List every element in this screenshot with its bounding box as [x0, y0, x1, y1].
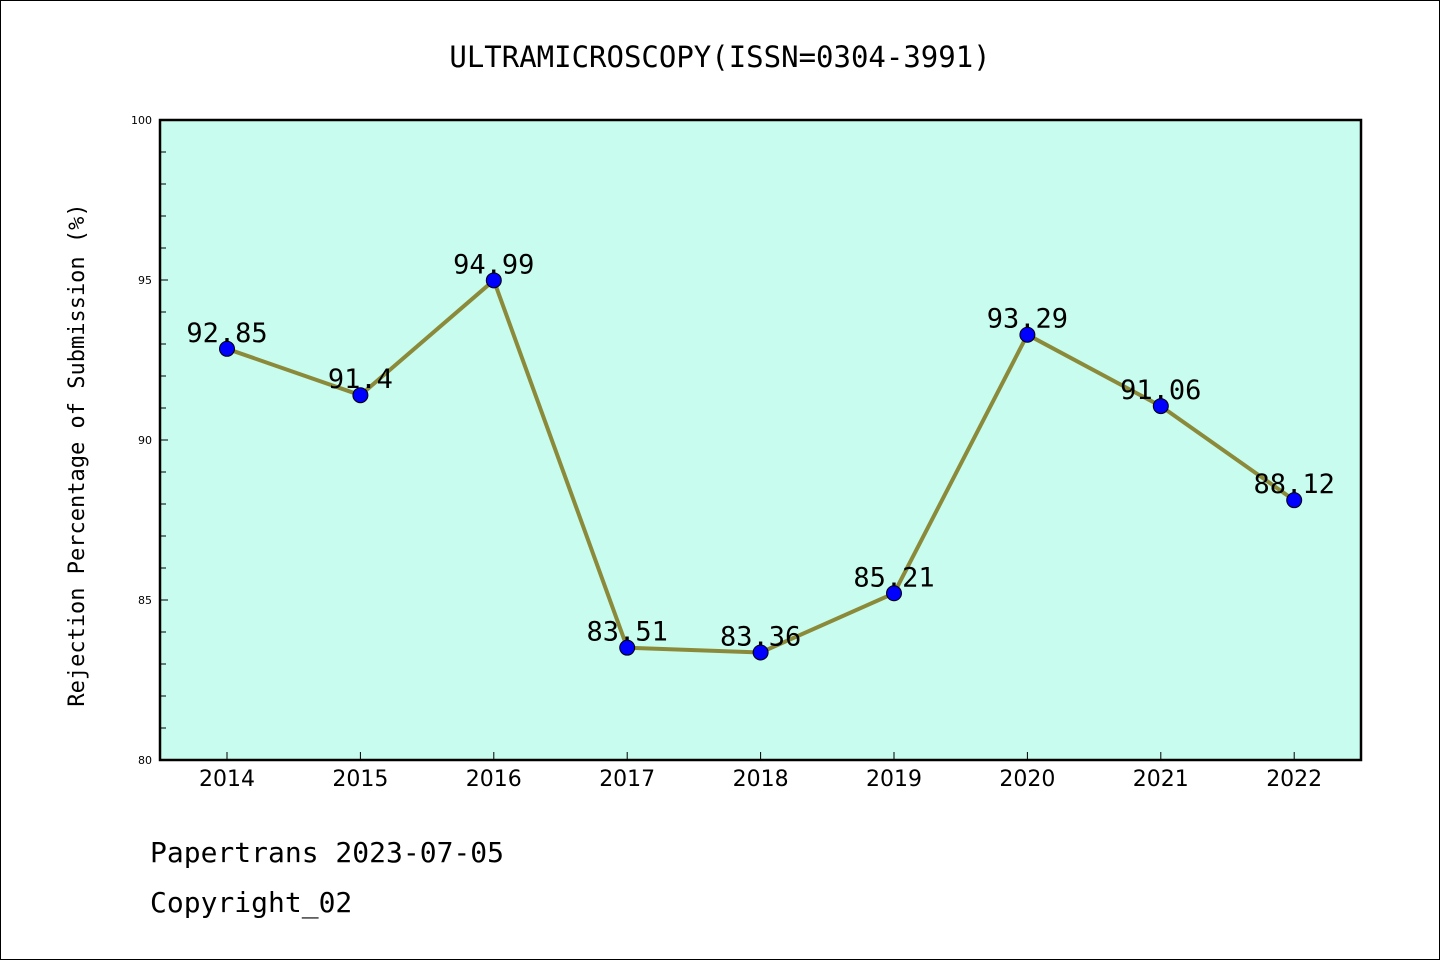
- data-labels: 92.85 91.4 94.99 83.51 83.36 85.21 93.29 91.06 8…: [186, 249, 1334, 652]
- x-axis: 2014 2015 2016 2017 2018 2019 2020 2021 2022: [199, 752, 1322, 792]
- x-tick-label: 2014: [199, 767, 255, 792]
- y-axis-label: Rejection Percentage of Submission (%): [65, 203, 90, 706]
- y-tick-label: 80: [138, 754, 152, 767]
- data-point: [619, 639, 636, 656]
- data-label: 94.99: [453, 249, 534, 280]
- y-axis: 80 85 90 95 100: [131, 114, 168, 767]
- x-tick-label: 2020: [999, 767, 1055, 792]
- footer-source: Papertrans 2023-07-05: [150, 836, 505, 869]
- x-tick-label: 2017: [599, 767, 655, 792]
- x-tick-label: 2015: [332, 767, 388, 792]
- data-label: 88.12: [1254, 469, 1335, 500]
- y-tick-label: 90: [138, 434, 152, 447]
- data-point: [352, 387, 369, 404]
- y-tick-label: 85: [138, 594, 152, 607]
- x-tick-label: 2016: [466, 767, 522, 792]
- data-label: 83.51: [587, 617, 668, 648]
- x-tick-label: 2022: [1266, 767, 1322, 792]
- footer-copyright: Copyright_02: [150, 886, 353, 919]
- data-point: [752, 644, 769, 661]
- plot-area: [158, 118, 1363, 762]
- x-tick-label: 2018: [733, 767, 789, 792]
- data-label: 91.4: [328, 364, 393, 395]
- data-label: 93.29: [987, 304, 1068, 335]
- data-label: 85.21: [853, 562, 934, 593]
- data-point: [886, 585, 902, 602]
- data-label: 92.85: [186, 318, 267, 349]
- y-tick-label: 100: [131, 114, 152, 127]
- y-tick-label: 95: [138, 274, 152, 287]
- data-point: [1019, 326, 1036, 343]
- x-tick-label: 2019: [866, 767, 922, 792]
- data-point: [485, 272, 502, 289]
- data-label: 91.06: [1120, 375, 1201, 406]
- data-point: [219, 340, 235, 357]
- x-tick-label: 2021: [1133, 767, 1189, 792]
- chart-title: ULTRAMICROSCOPY(ISSN=0304-3991): [449, 40, 990, 74]
- data-label: 83.36: [720, 621, 801, 652]
- series-markers: [219, 272, 1303, 661]
- data-point: [1152, 398, 1169, 415]
- data-point: [1286, 492, 1303, 509]
